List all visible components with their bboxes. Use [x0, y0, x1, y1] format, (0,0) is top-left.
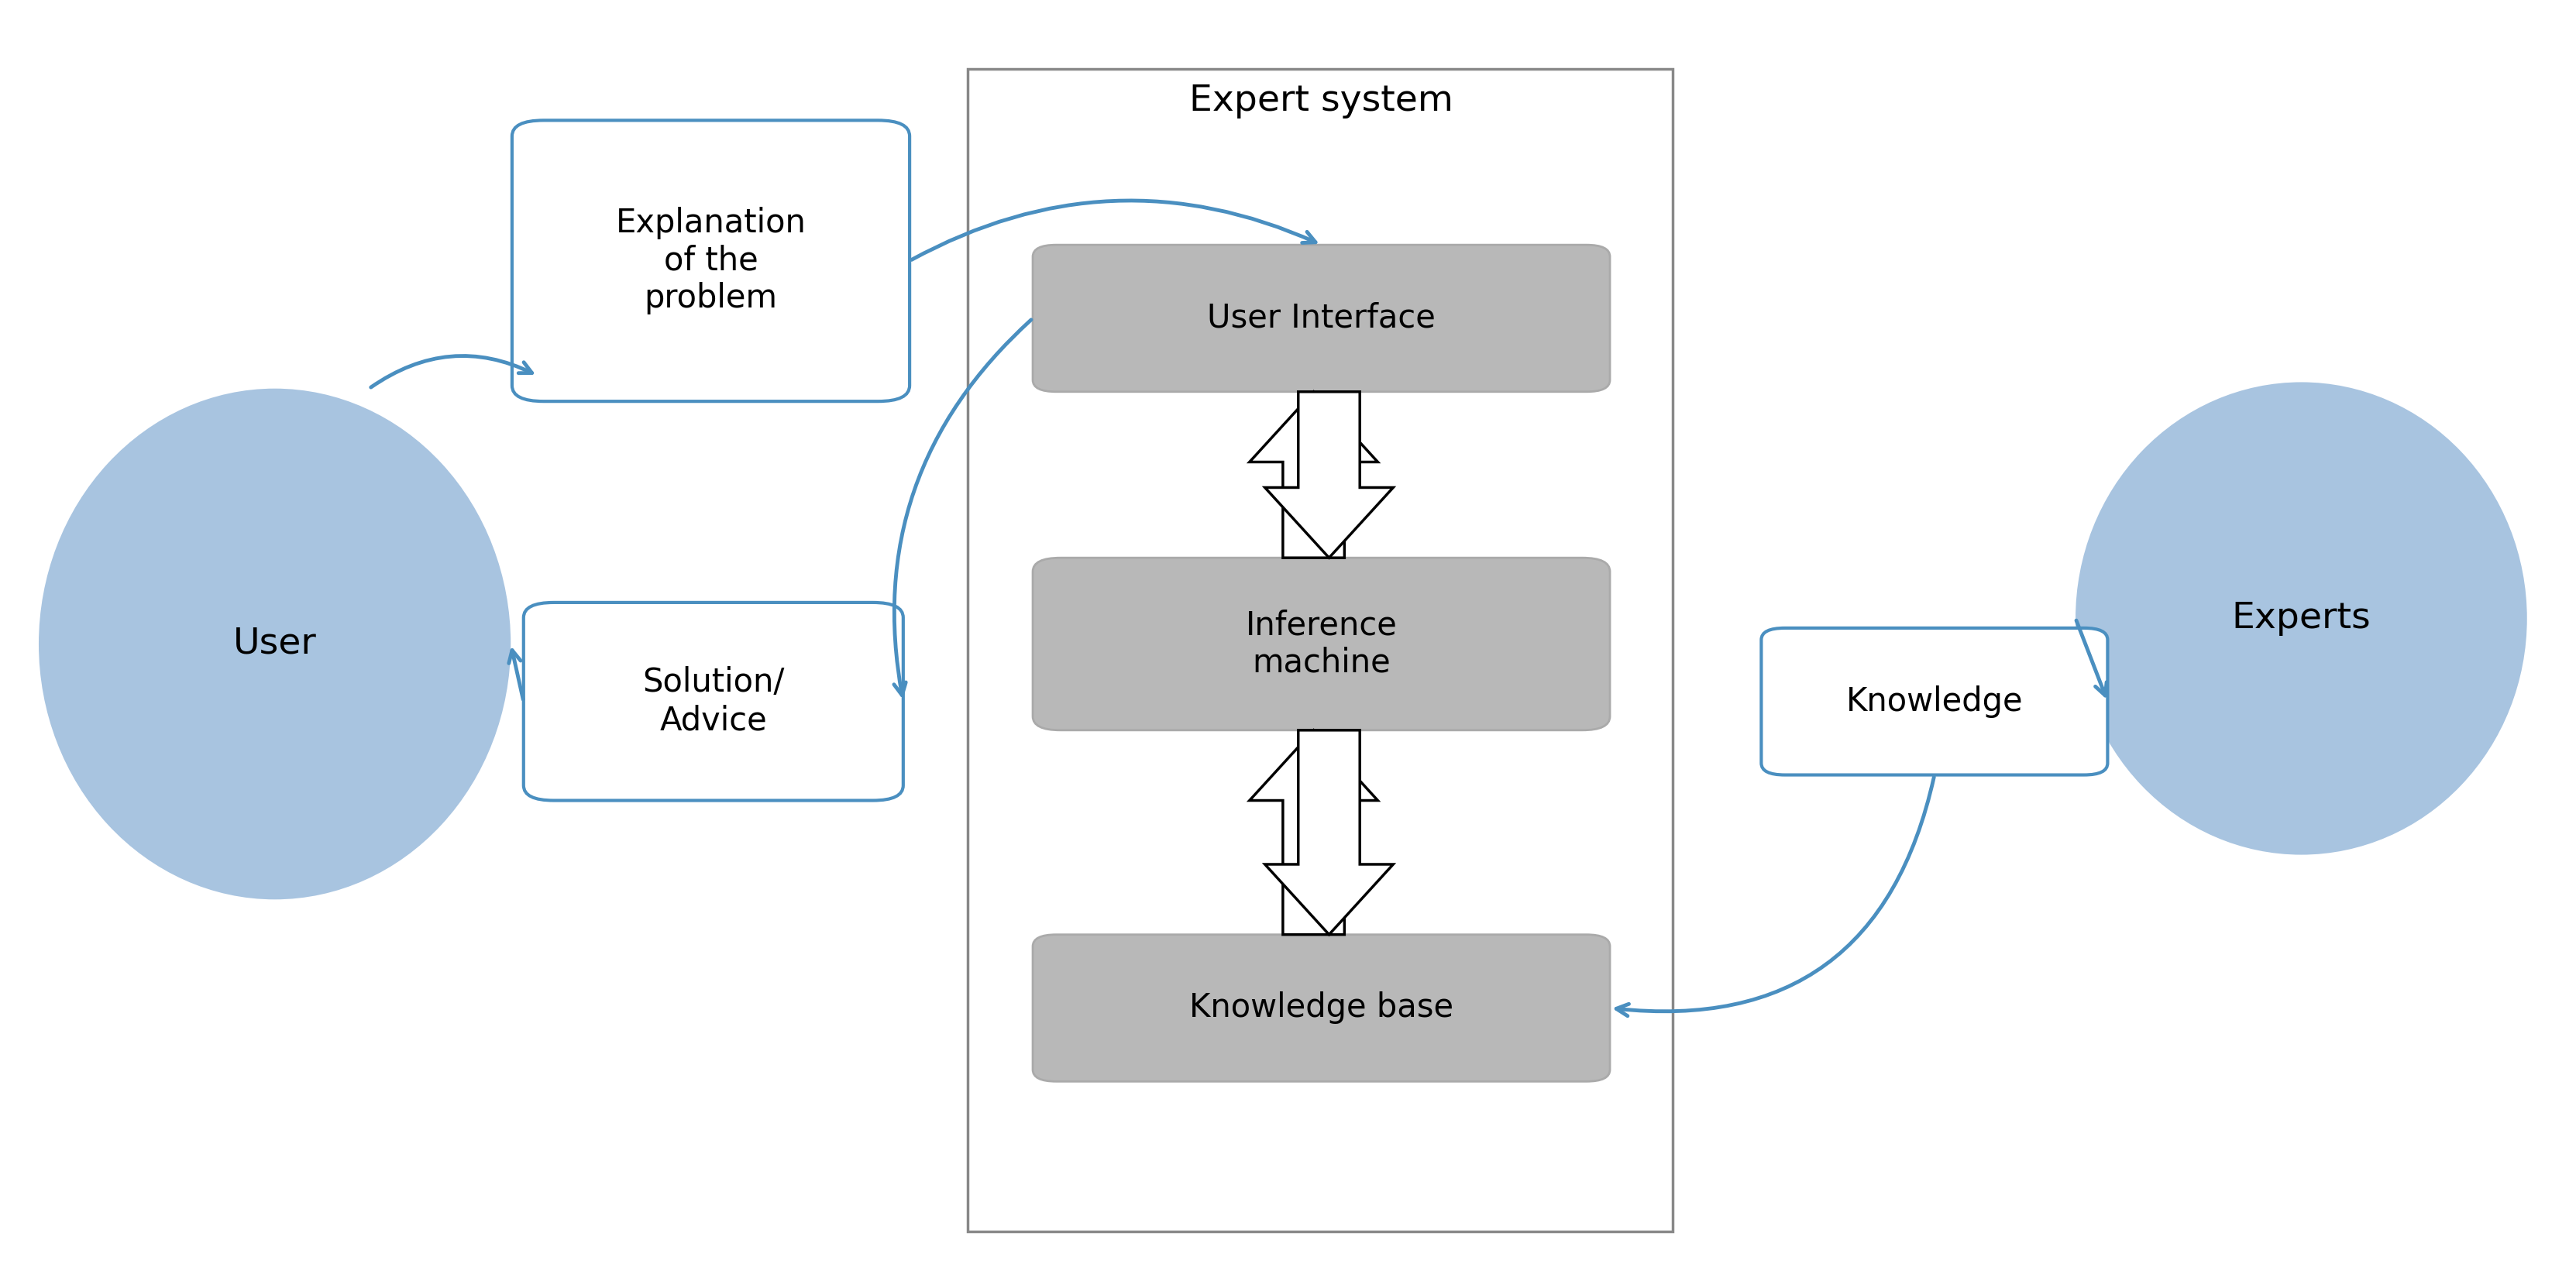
- Polygon shape: [1249, 392, 1378, 558]
- FancyBboxPatch shape: [513, 120, 909, 402]
- FancyBboxPatch shape: [1033, 558, 1610, 730]
- Text: Expert system: Expert system: [1190, 84, 1453, 118]
- Text: User Interface: User Interface: [1208, 303, 1435, 335]
- Text: Solution/
Advice: Solution/ Advice: [641, 666, 786, 737]
- Text: User: User: [232, 626, 317, 662]
- Polygon shape: [1249, 730, 1378, 935]
- Text: Experts: Experts: [2231, 601, 2370, 636]
- FancyBboxPatch shape: [523, 603, 904, 800]
- Polygon shape: [1265, 730, 1394, 935]
- Text: Explanation
of the
problem: Explanation of the problem: [616, 207, 806, 314]
- Ellipse shape: [2076, 383, 2527, 855]
- FancyBboxPatch shape: [1033, 935, 1610, 1082]
- Text: Knowledge: Knowledge: [1847, 685, 2022, 717]
- FancyBboxPatch shape: [1033, 245, 1610, 392]
- Ellipse shape: [39, 389, 510, 899]
- Text: Inference
machine: Inference machine: [1244, 609, 1396, 679]
- Text: Knowledge base: Knowledge base: [1190, 992, 1453, 1024]
- FancyBboxPatch shape: [1762, 629, 2107, 775]
- FancyBboxPatch shape: [969, 70, 1672, 1231]
- Polygon shape: [1265, 392, 1394, 558]
